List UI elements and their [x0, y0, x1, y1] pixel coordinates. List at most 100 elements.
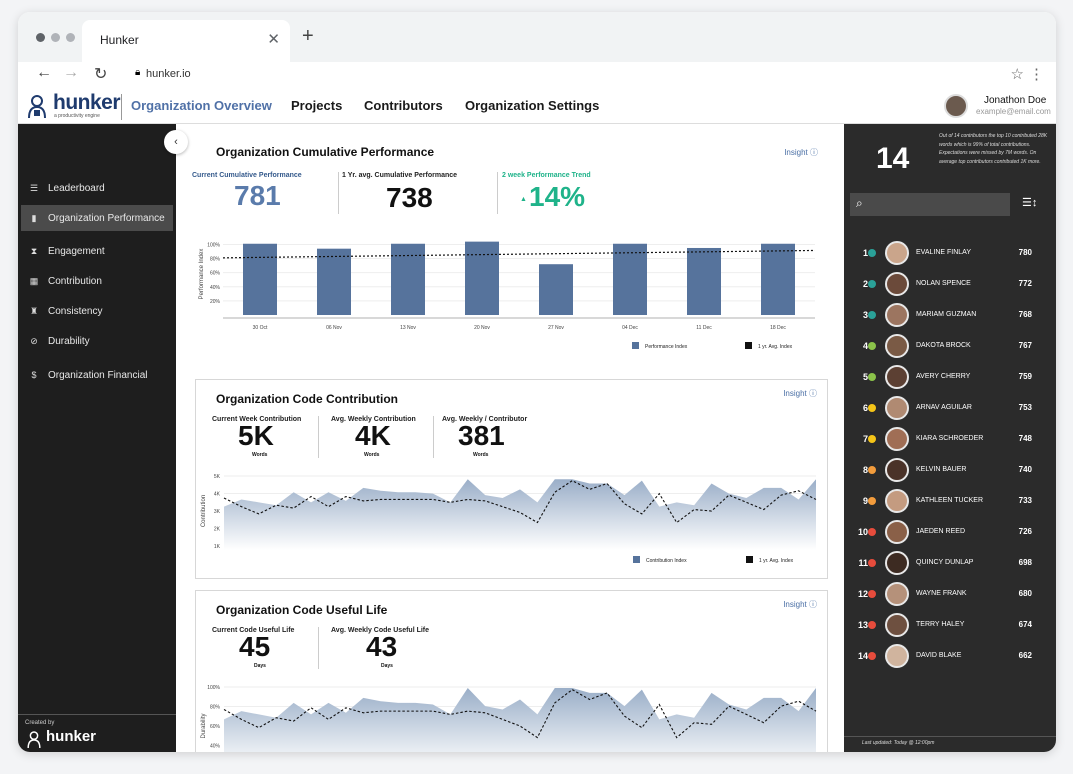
leaderboard-search-input[interactable]: ⌕: [850, 193, 1010, 216]
avatar[interactable]: [885, 396, 909, 420]
contributor-name[interactable]: KATHLEEN TUCKER: [916, 497, 984, 504]
close-window-button[interactable]: [36, 33, 45, 42]
avatar[interactable]: [885, 365, 909, 389]
logo-wordmark[interactable]: hunker: [53, 91, 121, 114]
leaderboard-row[interactable]: 14 DAVID BLAKE 662: [844, 642, 1056, 670]
contributor-name[interactable]: JAEDEN REED: [916, 528, 966, 535]
kpi-label: Current Cumulative Performance: [192, 172, 302, 179]
area-series: [224, 687, 816, 752]
avatar[interactable]: [885, 272, 909, 296]
leaderboard-row[interactable]: 10 JAEDEN REED 726: [844, 518, 1056, 546]
contributor-name[interactable]: MARIAM GUZMAN: [916, 311, 977, 318]
contribution-area-chart: 5K 4K 3K 2K 1K Contribution Contribution Index…: [201, 474, 817, 564]
avatar[interactable]: [885, 551, 909, 575]
rank-number: 12: [857, 589, 868, 599]
back-icon[interactable]: ←: [36, 64, 52, 81]
minimize-window-button[interactable]: [51, 33, 60, 42]
leaderboard-row[interactable]: 7 KIARA SCHROEDER 748: [844, 425, 1056, 453]
performance-bar-chart: 100% 80% 60% 40% 20% Performance Index 30 Oct 0…: [199, 241, 816, 350]
sidebar-item-organization-performance[interactable]: ▮ Organization Performance: [21, 205, 173, 231]
bar: [391, 243, 425, 315]
leaderboard-row[interactable]: 6 ARNAV AGUILAR 753: [844, 394, 1056, 422]
legend-swatch: [746, 556, 753, 563]
reload-icon[interactable]: ↻: [94, 66, 108, 83]
leaderboard-row[interactable]: 3 MARIAM GUZMAN 768: [844, 301, 1056, 329]
sidebar-item-contribution[interactable]: ▦ Contribution: [21, 268, 173, 294]
leaderboard-row[interactable]: 9 KATHLEEN TUCKER 733: [844, 487, 1056, 515]
bookmark-star-icon[interactable]: ☆: [1010, 66, 1024, 83]
contributor-name[interactable]: DAKOTA BROCK: [916, 342, 971, 349]
avatar[interactable]: [885, 334, 909, 358]
hunker-logo-icon[interactable]: [26, 94, 48, 120]
contributor-name[interactable]: AVERY CHERRY: [916, 373, 971, 380]
leaderboard-row[interactable]: 8 KELVIN BAUER 740: [844, 456, 1056, 484]
sidebar-item-organization-financial[interactable]: $ Organization Financial: [21, 362, 173, 388]
dollar-icon: $: [31, 370, 37, 380]
maximize-window-button[interactable]: [66, 33, 75, 42]
performance-card: Organization Cumulative Performance Insi…: [192, 132, 828, 354]
kpi-divider: [497, 172, 498, 214]
user-avatar[interactable]: [944, 94, 968, 118]
url-field[interactable]: hunker.io: [146, 68, 191, 80]
leaderboard-row[interactable]: 2 NOLAN SPENCE 772: [844, 270, 1056, 298]
sidebar-divider: [18, 714, 176, 715]
y-tick-label: 80%: [210, 705, 221, 711]
sidebar-item-label: Durability: [48, 335, 90, 347]
avatar[interactable]: [885, 303, 909, 327]
avatar[interactable]: [885, 520, 909, 544]
close-tab-icon[interactable]: ✕: [267, 31, 280, 48]
sidebar-item-durability[interactable]: ⊘ Durability: [21, 328, 173, 354]
leaderboard-row[interactable]: 5 AVERY CHERRY 759: [844, 363, 1056, 391]
trophy-icon: ♜: [29, 305, 39, 316]
avatar[interactable]: [885, 489, 909, 513]
y-tick-label: 40%: [210, 285, 221, 291]
contributor-score: 759: [1018, 372, 1032, 381]
avatar[interactable]: [885, 241, 909, 265]
contributor-name[interactable]: WAYNE FRANK: [916, 590, 967, 597]
contributor-name[interactable]: KIARA SCHROEDER: [916, 435, 984, 442]
forward-icon[interactable]: →: [63, 64, 79, 81]
sidebar-item-engagement[interactable]: ⧗ Engagement: [21, 238, 173, 264]
leaderboard-row[interactable]: 1 EVALINE FINLAY 780: [844, 239, 1056, 267]
contributor-name[interactable]: TERRY HALEY: [916, 621, 965, 628]
rank-number: 10: [857, 527, 868, 537]
avatar[interactable]: [885, 613, 909, 637]
x-tick-label: 04 Dec: [622, 325, 638, 331]
leaderboard-row[interactable]: 12 WAYNE FRANK 680: [844, 580, 1056, 608]
contributor-name[interactable]: KELVIN BAUER: [916, 466, 967, 473]
contributor-name[interactable]: NOLAN SPENCE: [916, 280, 971, 287]
kpi-divider: [318, 627, 319, 669]
browser-tab[interactable]: Hunker ✕: [82, 20, 290, 62]
contributor-name[interactable]: DAVID BLAKE: [916, 652, 962, 659]
avatar[interactable]: [885, 458, 909, 482]
bar: [243, 243, 277, 315]
insight-link[interactable]: Insight ⓘ: [783, 600, 817, 609]
sidebar-item-leaderboard[interactable]: ☰ Leaderboard: [21, 175, 173, 201]
nav-projects[interactable]: Projects: [291, 98, 343, 113]
insight-link[interactable]: Insight ⓘ: [783, 389, 817, 398]
y-tick-label: 1K: [214, 544, 221, 550]
insight-link[interactable]: Insight ⓘ: [784, 148, 818, 157]
status-dot: [868, 652, 876, 660]
leaderboard-row[interactable]: 13 TERRY HALEY 674: [844, 611, 1056, 639]
contribution-card: Organization Code Contribution Insight ⓘ…: [195, 379, 828, 579]
contributor-name[interactable]: QUINCY DUNLAP: [916, 559, 974, 566]
avatar[interactable]: [885, 644, 909, 668]
user-name[interactable]: Jonathon Doe: [984, 95, 1047, 106]
leaderboard-row[interactable]: 11 QUINCY DUNLAP 698: [844, 549, 1056, 577]
leaderboard-row[interactable]: 4 DAKOTA BROCK 767: [844, 332, 1056, 360]
new-tab-icon[interactable]: +: [302, 25, 314, 47]
collapse-sidebar-button[interactable]: ‹: [164, 130, 188, 154]
sidebar-item-consistency[interactable]: ♜ Consistency: [21, 298, 173, 324]
avatar[interactable]: [885, 582, 909, 606]
sort-filter-icon[interactable]: ☰↕: [1022, 197, 1038, 209]
status-dot: [868, 404, 876, 412]
x-tick-label: 30 Oct: [253, 325, 268, 331]
nav-contributors[interactable]: Contributors: [364, 98, 443, 113]
nav-organization-settings[interactable]: Organization Settings: [465, 98, 600, 113]
nav-organization-overview[interactable]: Organization Overview: [131, 98, 272, 113]
contributor-name[interactable]: EVALINE FINLAY: [916, 249, 971, 256]
browser-menu-icon[interactable]: ⋮: [1029, 66, 1044, 83]
contributor-name[interactable]: ARNAV AGUILAR: [916, 404, 972, 411]
avatar[interactable]: [885, 427, 909, 451]
